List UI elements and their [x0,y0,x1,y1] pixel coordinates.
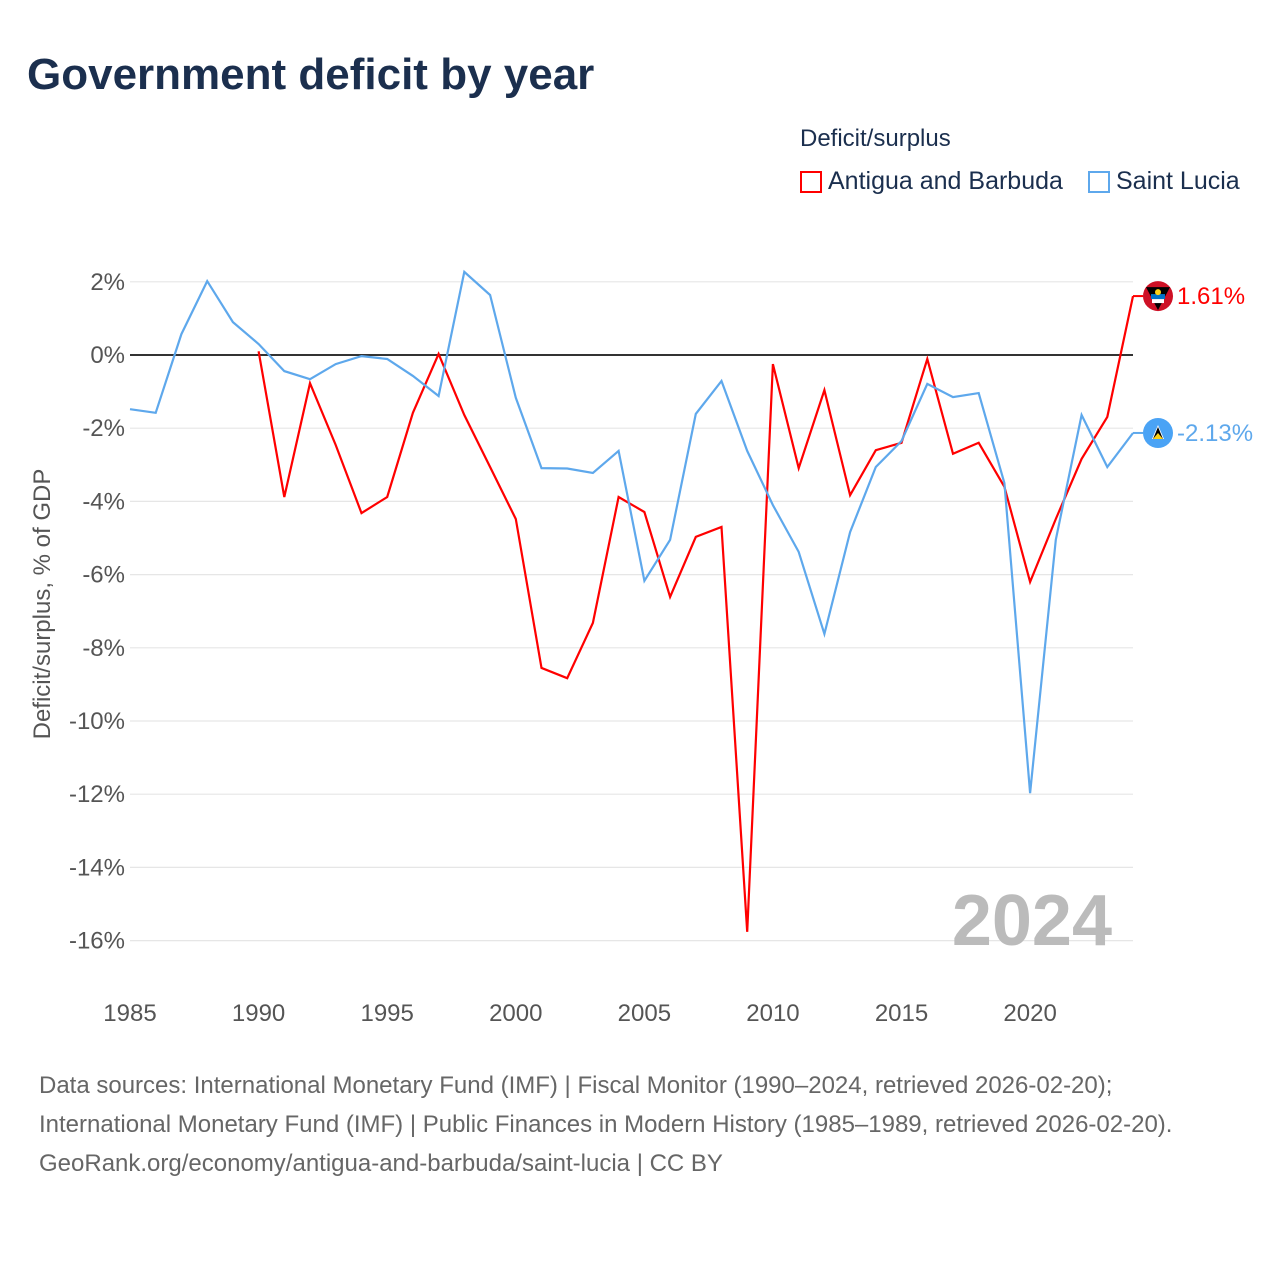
x-tick-label: 1990 [232,1000,285,1027]
legend-item-saint-lucia[interactable]: Saint Lucia [1088,167,1240,196]
source-link[interactable]: GeoRank.org/economy/antigua-and-barbuda/… [39,1150,723,1177]
saint-lucia-flag-icon [1143,417,1173,448]
x-tick-label: 1985 [103,1000,156,1027]
y-axis-label: Deficit/surplus, % of GDP [29,469,56,740]
y-tick-label: -8% [82,635,125,662]
legend-label: Saint Lucia [1116,167,1240,195]
legend-swatch-saint-lucia [1088,170,1110,193]
legend-title: Deficit/surplus [800,125,951,152]
x-tick-label: 2020 [1003,1000,1056,1027]
y-tick-label: 0% [90,342,125,369]
x-tick-label: 2015 [875,1000,928,1027]
y-tick-label: -4% [82,488,125,515]
y-tick-label: -12% [69,781,125,808]
y-tick-label: -14% [69,854,125,881]
y-tick-label: -10% [69,708,125,735]
x-tick-label: 2005 [618,1000,671,1027]
legend-label: Antigua and Barbuda [828,167,1063,195]
end-value-label: -2.13% [1177,420,1253,447]
legend-item-antigua[interactable]: Antigua and Barbuda [800,167,1063,196]
y-tick-label: -16% [69,928,125,955]
series-line-saint-lucia [129,269,1134,794]
y-tick-label: 2% [90,269,125,296]
year-watermark: 2024 [952,881,1112,961]
antigua-flag-icon [1143,281,1173,312]
page-title: Government deficit by year [27,50,595,99]
legend-swatch-antigua [800,170,822,193]
y-tick-label: -6% [82,562,125,589]
x-tick-label: 2000 [489,1000,542,1027]
x-tick-label: 2010 [746,1000,799,1027]
source-note: Data sources: International Monetary Fun… [39,1066,1239,1183]
end-value-label: 1.61% [1177,283,1245,310]
x-tick-label: 1995 [360,1000,413,1027]
y-tick-label: -2% [82,415,125,442]
series-line-antigua [257,295,1135,932]
source-text: Data sources: International Monetary Fun… [39,1072,1173,1138]
